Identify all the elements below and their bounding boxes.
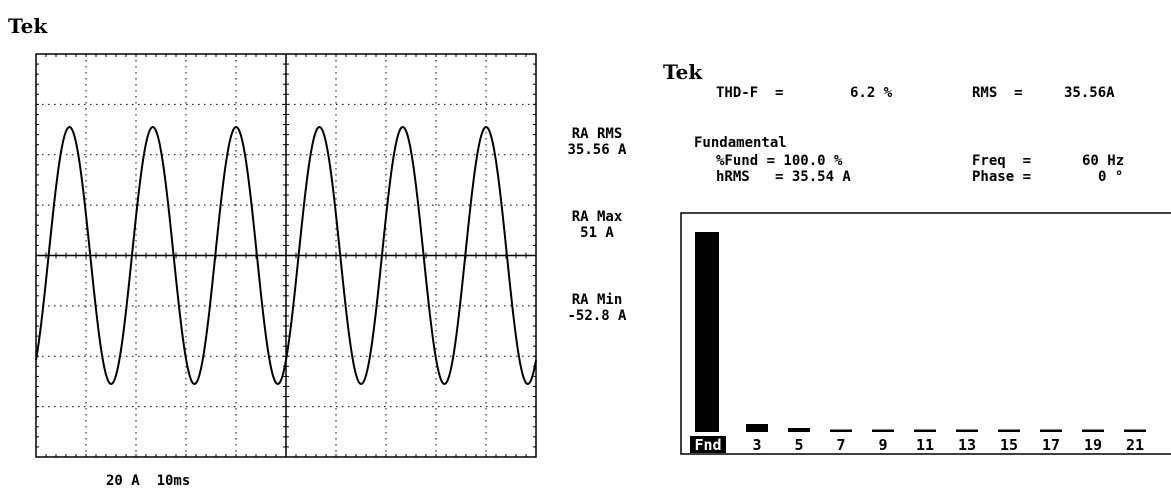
harmonic-label-15: 15 <box>1000 436 1018 454</box>
ra-max-readout: RA Max 51 A <box>552 209 642 241</box>
thd-value: 6.2 % <box>850 85 893 101</box>
harmonic-label-11: 11 <box>916 436 934 454</box>
harmonic-bar-5 <box>788 428 810 432</box>
ra-max-value: 51 A <box>580 225 614 241</box>
freq-label: Freq = <box>972 153 1032 169</box>
harmonic-bar-13 <box>956 429 978 432</box>
harmonic-label-3: 3 <box>752 436 761 454</box>
harmonic-label-19: 19 <box>1084 436 1102 454</box>
harmonic-label-17: 17 <box>1042 436 1060 454</box>
rms-label: RMS = <box>972 85 1023 101</box>
fundamental-label: Fundamental <box>694 135 787 151</box>
hrms-label: hRMS = 35.54 A <box>716 169 851 185</box>
harmonic-label-9: 9 <box>878 436 887 454</box>
ra-rms-label: RA RMS <box>571 126 623 142</box>
ra-min-value: -52.8 A <box>567 308 627 324</box>
harmonic-bar-9 <box>872 429 894 432</box>
harmonic-label-7: 7 <box>836 436 845 454</box>
scale-label: 20 A 10ms <box>106 473 191 489</box>
right-brand-label: Tek <box>663 60 703 84</box>
harmonic-label-13: 13 <box>958 436 976 454</box>
harmonic-label-21: 21 <box>1126 436 1144 454</box>
spectrum-frame <box>680 212 1171 455</box>
freq-value: 60 Hz <box>1082 153 1125 169</box>
scope-grid <box>35 53 537 458</box>
ra-min-readout: RA Min -52.8 A <box>552 292 642 324</box>
harmonic-bar-3 <box>746 424 768 432</box>
rms-value: 35.56A <box>1064 85 1115 101</box>
harmonic-bar-fnd <box>695 232 719 432</box>
harmonic-label-5: 5 <box>794 436 803 454</box>
harmonic-label-fnd: Fnd <box>694 436 721 454</box>
ra-min-label: RA Min <box>571 292 623 308</box>
spectrum-labels: Fnd 3 5 7 9 11 13 15 17 19 21 <box>690 436 1144 454</box>
ra-max-label: RA Max <box>571 209 623 225</box>
harmonic-bar-15 <box>998 429 1020 432</box>
current-waveform <box>35 126 537 385</box>
harmonic-bar-7 <box>830 429 852 432</box>
left-brand-label: Tek <box>8 14 48 38</box>
harmonic-bar-19 <box>1082 429 1104 432</box>
spectrum-bars <box>695 232 1146 432</box>
fund-percent-label: %Fund = 100.0 % <box>716 153 843 169</box>
harmonic-bar-11 <box>914 429 936 432</box>
phase-value: 0 ° <box>1098 169 1124 185</box>
phase-label: Phase = <box>972 169 1032 185</box>
thd-label: THD-F = <box>716 85 784 101</box>
ra-rms-value: 35.56 A <box>567 142 627 158</box>
ra-rms-readout: RA RMS 35.56 A <box>552 126 642 158</box>
harmonic-bar-17 <box>1040 429 1062 432</box>
harmonic-bar-21 <box>1124 429 1146 432</box>
fnd-label-highlight <box>690 436 726 453</box>
